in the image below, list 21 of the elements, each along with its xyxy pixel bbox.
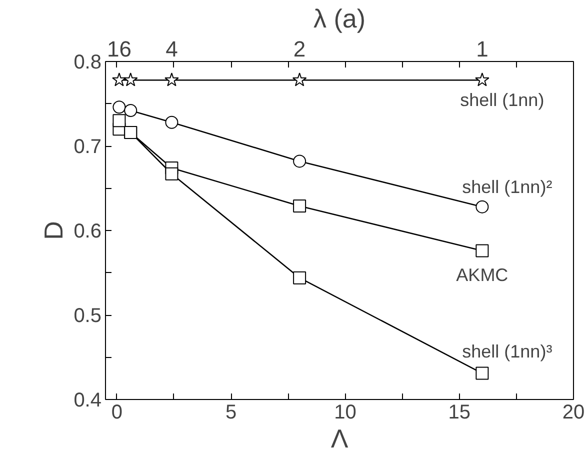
y-tick-label: 0.5	[74, 305, 102, 327]
series-label: shell (1nn)	[460, 90, 544, 110]
y-tick-label: 0.7	[74, 136, 102, 158]
text: 4	[166, 36, 178, 62]
x-tick-label: 15	[448, 402, 470, 424]
series-label: AKMC	[456, 264, 508, 285]
series-label: shell (1nn)³	[462, 341, 552, 362]
x2-axis-title: λ (a)	[314, 4, 366, 34]
text: 1	[476, 36, 488, 62]
x-tick-label: 20	[562, 402, 585, 424]
text: 16	[106, 36, 132, 62]
y-tick-label: 0.8	[74, 52, 102, 74]
text: 2	[293, 36, 306, 62]
series-label: shell (1nn)²	[462, 176, 552, 197]
x-axis-title: Λ	[330, 424, 349, 454]
x-tick-label: 0	[111, 402, 122, 424]
x-tick-label: 10	[334, 402, 356, 424]
y-tick-label: 0.6	[74, 220, 102, 242]
x-tick-label: 5	[226, 402, 237, 424]
y-tick-label: 0.4	[74, 390, 102, 412]
y-axis-title: D	[38, 221, 69, 240]
